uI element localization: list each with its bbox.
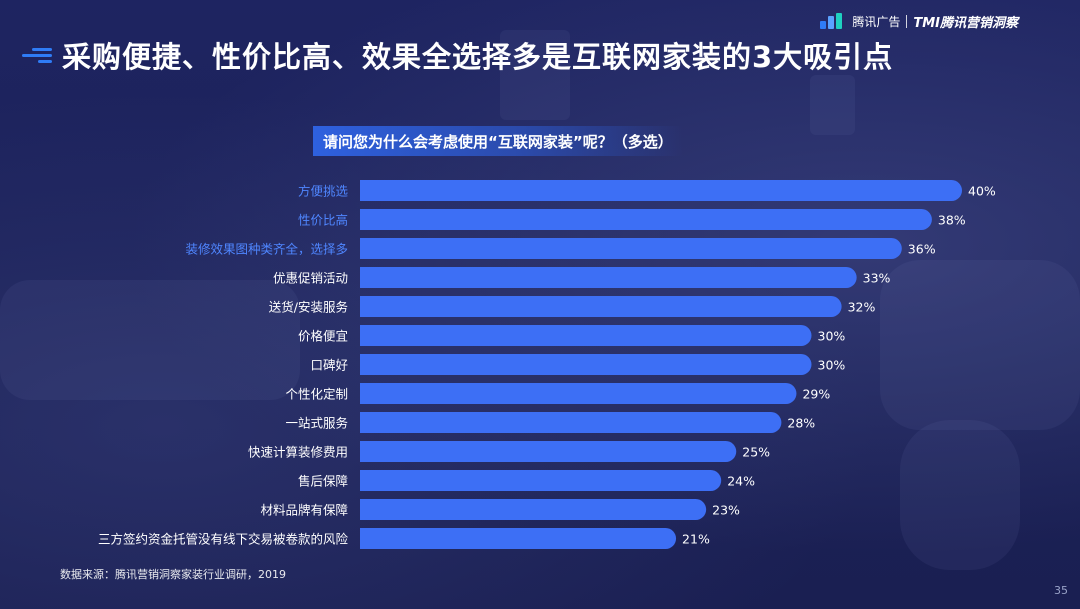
category-label-5: 价格便宜 [298, 329, 348, 344]
bar-base-2 [360, 238, 381, 259]
bar-base-8 [360, 412, 381, 433]
bar-base-0 [360, 180, 381, 201]
category-label-2: 装修效果图种类齐全，选择多 [185, 242, 348, 257]
bar-2 [360, 238, 902, 259]
bar-9 [360, 441, 737, 462]
brand-divider [906, 14, 908, 28]
value-label-10: 24% [727, 474, 755, 489]
bar-base-10 [360, 470, 381, 491]
bar-base-5 [360, 325, 381, 346]
category-label-9: 快速计算装修费用 [248, 445, 348, 460]
bar-0 [360, 180, 962, 201]
bar-12 [360, 528, 677, 549]
bar-11 [360, 499, 707, 520]
brand-left: 腾讯广告 [852, 14, 901, 29]
category-label-0: 方便挑选 [298, 184, 349, 199]
bar-base-7 [360, 383, 381, 404]
bar-base-1 [360, 209, 381, 230]
category-label-10: 售后保障 [298, 474, 348, 489]
category-label-1: 性价比高 [298, 213, 348, 228]
category-label-8: 一站式服务 [285, 416, 348, 431]
category-label-6: 口碑好 [310, 358, 348, 373]
title-block: 采购便捷、性价比高、效果全选择多是互联网家装的3大吸引点 [18, 34, 893, 76]
value-label-1: 38% [938, 213, 966, 228]
value-label-7: 29% [802, 387, 830, 402]
value-label-5: 30% [818, 329, 846, 344]
value-label-9: 25% [742, 445, 770, 460]
value-label-12: 21% [682, 532, 710, 547]
bar-5 [360, 325, 812, 346]
value-label-4: 32% [848, 300, 876, 315]
tencent-ads-logo-icon [820, 13, 846, 29]
value-label-6: 30% [818, 358, 846, 373]
category-label-3: 优惠促销活动 [273, 271, 348, 286]
bar-3 [360, 267, 857, 288]
value-label-0: 40% [968, 184, 996, 199]
page-number: 35 [1054, 584, 1068, 597]
bar-base-12 [360, 528, 381, 549]
bar-base-3 [360, 267, 381, 288]
bar-6 [360, 354, 812, 375]
speed-lines-icon [18, 42, 52, 68]
brand-right: TMI腾讯营销洞察 [913, 15, 1018, 31]
category-label-4: 送货/安装服务 [269, 300, 348, 315]
bg-chair [900, 420, 1020, 570]
data-source: 数据来源：腾讯营销洞察家装行业调研，2019 [60, 568, 286, 581]
bar-8 [360, 412, 782, 433]
bg-picture-frame-2 [810, 75, 855, 135]
category-label-11: 材料品牌有保障 [260, 503, 348, 518]
value-label-2: 36% [908, 242, 936, 257]
header-logo: 腾讯广告 TMI腾讯营销洞察 [820, 10, 1018, 32]
bg-table [0, 280, 300, 400]
bg-sofa [880, 260, 1080, 430]
category-label-7: 个性化定制 [285, 387, 348, 402]
bar-4 [360, 296, 842, 317]
bar-base-9 [360, 441, 381, 462]
value-label-8: 28% [787, 416, 815, 431]
value-label-3: 33% [863, 271, 891, 286]
bar-7 [360, 383, 797, 404]
bar-base-4 [360, 296, 381, 317]
value-label-11: 23% [712, 503, 740, 518]
bar-10 [360, 470, 722, 491]
bar-base-11 [360, 499, 381, 520]
bg-picture-frame [500, 30, 570, 120]
bar-base-6 [360, 354, 381, 375]
survey-question: 请问您为什么会考虑使用“互联网家装”呢？（多选） [313, 126, 683, 156]
page-title: 采购便捷、性价比高、效果全选择多是互联网家装的3大吸引点 [62, 40, 894, 74]
bar-1 [360, 209, 932, 230]
category-label-12: 三方签约资金托管没有线下交易被卷款的风险 [98, 532, 349, 547]
